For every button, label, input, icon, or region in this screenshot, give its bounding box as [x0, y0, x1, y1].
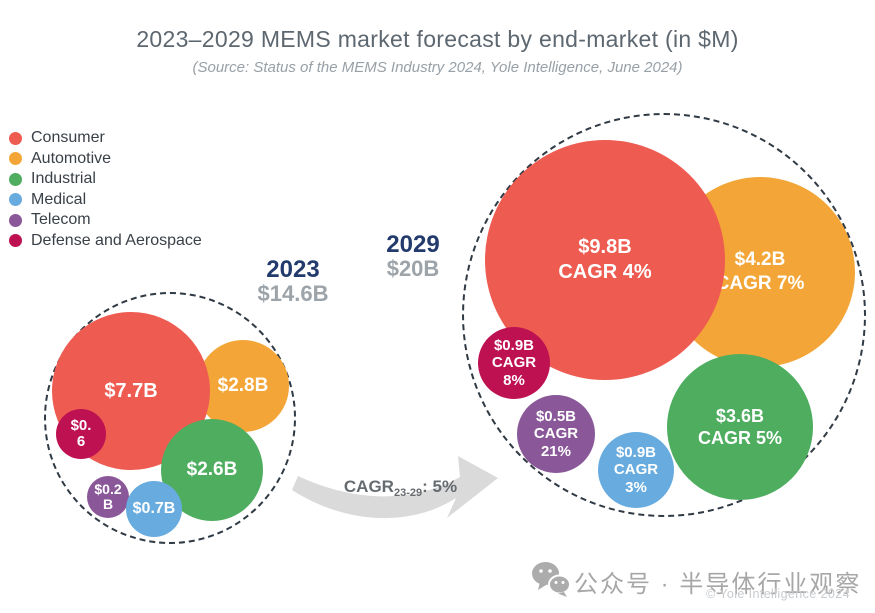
bubble-2023-automotive: $2.8B	[197, 340, 289, 432]
group-label-2029: 2029 $20B	[353, 232, 473, 281]
group-outline-2029	[462, 113, 866, 517]
bubble-value-label: $3.6B CAGR 5%	[697, 405, 782, 449]
legend-item-telecom: Telecom	[9, 210, 202, 231]
bubble-value-label: $0. 6	[70, 416, 92, 450]
bubble-value-label: $9.8B CAGR 4%	[558, 236, 652, 283]
bubble-value-label: $2.8B	[217, 375, 269, 397]
bubble-value-label: $7.7B	[104, 379, 158, 402]
bubble-value-label: $0.9B CAGR 8%	[491, 337, 537, 389]
bubble-2023-defense: $0. 6	[56, 409, 106, 459]
bubble-2029-medical: $0.9B CAGR 3%	[598, 432, 674, 508]
legend-item-automotive: Automotive	[9, 149, 202, 170]
chart-source: (Source: Status of the MEMS Industry 202…	[192, 59, 683, 76]
group-label-2023: 2023 $14.6B	[228, 257, 358, 306]
legend-swatch-automotive-icon	[9, 152, 22, 166]
legend-swatch-medical-icon	[9, 193, 22, 207]
legend-item-defense: Defense and Aerospace	[9, 231, 202, 252]
legend-label: Telecom	[31, 211, 91, 229]
bubble-value-label: $0.5B CAGR 21%	[533, 408, 579, 460]
legend-item-medical: Medical	[9, 190, 202, 211]
legend-item-consumer: Consumer	[9, 128, 202, 149]
group-total-2023: $14.6B	[257, 281, 329, 307]
cagr-prefix: CAGR	[343, 477, 394, 496]
wechat-icon	[532, 562, 571, 597]
group-year-2023: 2023	[266, 256, 320, 283]
copyright-text: © Yole Intelligence 2024	[706, 587, 850, 601]
legend-label: Consumer	[31, 129, 105, 147]
legend-swatch-defense-icon	[9, 234, 22, 248]
bubble-2029-defense: $0.9B CAGR 8%	[478, 327, 550, 399]
legend-swatch-industrial-icon	[9, 172, 22, 186]
bubble-value-label: $4.2B CAGR 7%	[715, 249, 805, 294]
group-total-2029: $20B	[386, 256, 440, 282]
group-year-2029: 2029	[386, 231, 440, 258]
arrow-swoosh-icon	[292, 456, 498, 519]
cagr-subscript: 23-29	[393, 487, 423, 499]
legend: Consumer Automotive Industrial Medical T…	[9, 128, 202, 251]
bubble-value-label: $0.7B	[132, 500, 176, 517]
legend-item-industrial: Industrial	[9, 169, 202, 190]
cagr-arrow: CAGR23-29: 5%	[288, 444, 503, 536]
watermark-text: 公众号 · 半导体行业观察	[574, 571, 862, 598]
legend-label: Automotive	[31, 149, 112, 167]
bubble-value-label: $0.9B CAGR 3%	[613, 444, 659, 496]
bubble-2023-medical: $0.7B	[126, 481, 182, 537]
legend-label: Industrial	[31, 170, 96, 188]
chart-title: 2023–2029 MEMS market forecast by end-ma…	[136, 26, 739, 52]
bubble-2029-telecom: $0.5B CAGR 21%	[517, 395, 595, 473]
bubble-2023-telecom: $0.2 B	[87, 476, 129, 518]
legend-label: Defense and Aerospace	[31, 231, 202, 249]
cagr-suffix: : 5%	[422, 477, 458, 496]
bubble-2029-industrial: $3.6B CAGR 5%	[667, 354, 813, 500]
group-outline-2023	[44, 292, 296, 544]
bubble-value-label: $2.6B	[186, 459, 238, 481]
legend-swatch-telecom-icon	[9, 213, 22, 227]
legend-label: Medical	[31, 190, 87, 208]
bubble-value-label: $0.2 B	[94, 481, 122, 512]
legend-swatch-consumer-icon	[9, 131, 22, 145]
overall-cagr-label: CAGR23-29: 5%	[318, 477, 483, 499]
